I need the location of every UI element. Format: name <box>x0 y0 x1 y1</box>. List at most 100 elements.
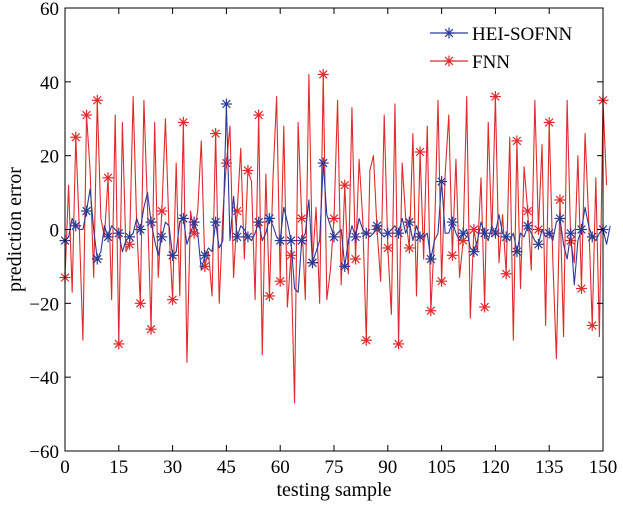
data-point-hei-sofnn <box>134 224 146 235</box>
y-tick-label: 0 <box>50 221 60 242</box>
legend-label-hei-sofnn: HEI-SOFNN <box>472 24 573 45</box>
data-point-hei-sofnn <box>436 176 448 188</box>
y-tick-label: 60 <box>40 0 59 20</box>
data-point-hei-sofnn <box>382 227 394 239</box>
data-point-hei-sofnn <box>565 227 577 239</box>
data-point-fnn <box>511 135 523 147</box>
y-axis-title: prediction error <box>4 167 26 292</box>
data-point-hei-sofnn <box>70 220 82 232</box>
data-point-fnn <box>167 294 179 306</box>
data-point-fnn <box>575 283 587 295</box>
data-point-hei-sofnn <box>468 246 480 258</box>
data-point-fnn <box>382 242 394 254</box>
data-point-fnn <box>403 242 415 254</box>
data-point-fnn <box>210 128 222 140</box>
x-tick-label: 135 <box>535 457 564 478</box>
data-point-fnn <box>328 212 340 224</box>
data-point-hei-sofnn <box>479 227 491 239</box>
data-point-hei-sofnn <box>317 157 329 169</box>
data-point-hei-sofnn <box>457 227 469 239</box>
data-point-fnn <box>468 224 480 235</box>
series-layer <box>59 68 611 404</box>
data-point-hei-sofnn <box>91 253 103 265</box>
data-point-fnn <box>231 205 243 217</box>
x-tick-label: 105 <box>427 457 456 478</box>
data-point-fnn <box>489 91 501 103</box>
y-tick-label: 20 <box>40 147 59 168</box>
legend-marker-fnn <box>443 55 455 67</box>
data-point-hei-sofnn <box>242 231 254 243</box>
data-point-fnn <box>242 164 254 176</box>
legend: HEI-SOFNN FNN <box>430 24 573 73</box>
y-tick-label: −60 <box>29 442 59 463</box>
x-tick-label: 30 <box>163 457 182 478</box>
x-axis-title: testing sample <box>277 479 392 501</box>
data-point-hei-sofnn <box>586 231 598 243</box>
data-point-hei-sofnn <box>425 253 437 265</box>
series-hei-sofnn <box>59 98 611 293</box>
data-point-fnn <box>81 109 93 121</box>
data-point-hei-sofnn <box>414 231 426 243</box>
x-tick-label: 120 <box>481 457 510 478</box>
data-point-hei-sofnn <box>328 231 340 243</box>
legend-marker-hei-sofnn <box>443 27 455 39</box>
data-point-hei-sofnn <box>220 98 232 110</box>
data-point-hei-sofnn <box>350 231 362 243</box>
data-point-fnn <box>113 338 125 350</box>
data-point-hei-sofnn <box>285 235 297 247</box>
series-line-fnn <box>64 73 608 404</box>
data-point-hei-sofnn <box>543 227 555 239</box>
y-tick-label: −40 <box>29 368 59 389</box>
data-point-hei-sofnn <box>210 216 222 228</box>
data-point-hei-sofnn <box>231 231 243 243</box>
data-point-fnn <box>296 212 308 224</box>
data-point-fnn <box>317 68 329 80</box>
data-point-fnn <box>134 297 146 309</box>
data-point-fnn <box>446 249 458 261</box>
y-tick-label: 40 <box>40 73 59 94</box>
data-point-fnn <box>414 146 426 158</box>
data-point-fnn <box>156 205 168 217</box>
legend-item-hei-sofnn: HEI-SOFNN <box>430 24 573 45</box>
x-tick-label: 15 <box>109 457 128 478</box>
data-point-hei-sofnn <box>188 216 200 228</box>
data-point-hei-sofnn <box>532 238 544 250</box>
data-point-fnn <box>436 275 448 287</box>
y-tick-label: −20 <box>29 294 59 315</box>
data-point-hei-sofnn <box>274 235 286 247</box>
data-point-hei-sofnn <box>124 231 136 243</box>
data-point-hei-sofnn <box>253 216 265 228</box>
data-point-fnn <box>285 249 297 261</box>
data-point-fnn <box>500 268 512 280</box>
data-point-hei-sofnn <box>145 216 157 228</box>
data-point-fnn <box>554 194 566 206</box>
data-point-fnn <box>253 109 265 121</box>
data-point-fnn <box>522 205 534 217</box>
x-tick-label: 0 <box>60 457 70 478</box>
data-point-hei-sofnn <box>81 205 93 217</box>
data-point-hei-sofnn <box>296 235 308 247</box>
x-tick-label: 60 <box>271 457 290 478</box>
data-point-fnn <box>220 157 232 169</box>
data-point-fnn <box>350 253 362 265</box>
data-point-fnn <box>145 323 157 335</box>
data-point-fnn <box>586 319 598 331</box>
data-point-fnn <box>274 275 286 287</box>
data-point-hei-sofnn <box>511 246 523 258</box>
x-tick-label: 75 <box>325 457 344 478</box>
x-tick-label: 90 <box>378 457 397 478</box>
data-point-fnn <box>102 172 114 184</box>
data-point-hei-sofnn <box>554 212 566 224</box>
legend-star-marker <box>443 55 455 67</box>
x-tick-label: 150 <box>589 457 618 478</box>
data-point-hei-sofnn <box>575 224 587 235</box>
data-point-fnn <box>91 94 103 106</box>
data-point-hei-sofnn <box>403 216 415 228</box>
data-point-fnn <box>263 290 275 302</box>
ticks-layer: 0 15 30 45 60 75 90 105 120 135 150 −60 −40 −20 0 20 40 6… <box>29 0 617 478</box>
data-point-fnn <box>177 116 189 128</box>
data-point-hei-sofnn <box>156 231 168 243</box>
data-point-hei-sofnn <box>522 220 534 232</box>
data-point-hei-sofnn <box>360 227 372 239</box>
